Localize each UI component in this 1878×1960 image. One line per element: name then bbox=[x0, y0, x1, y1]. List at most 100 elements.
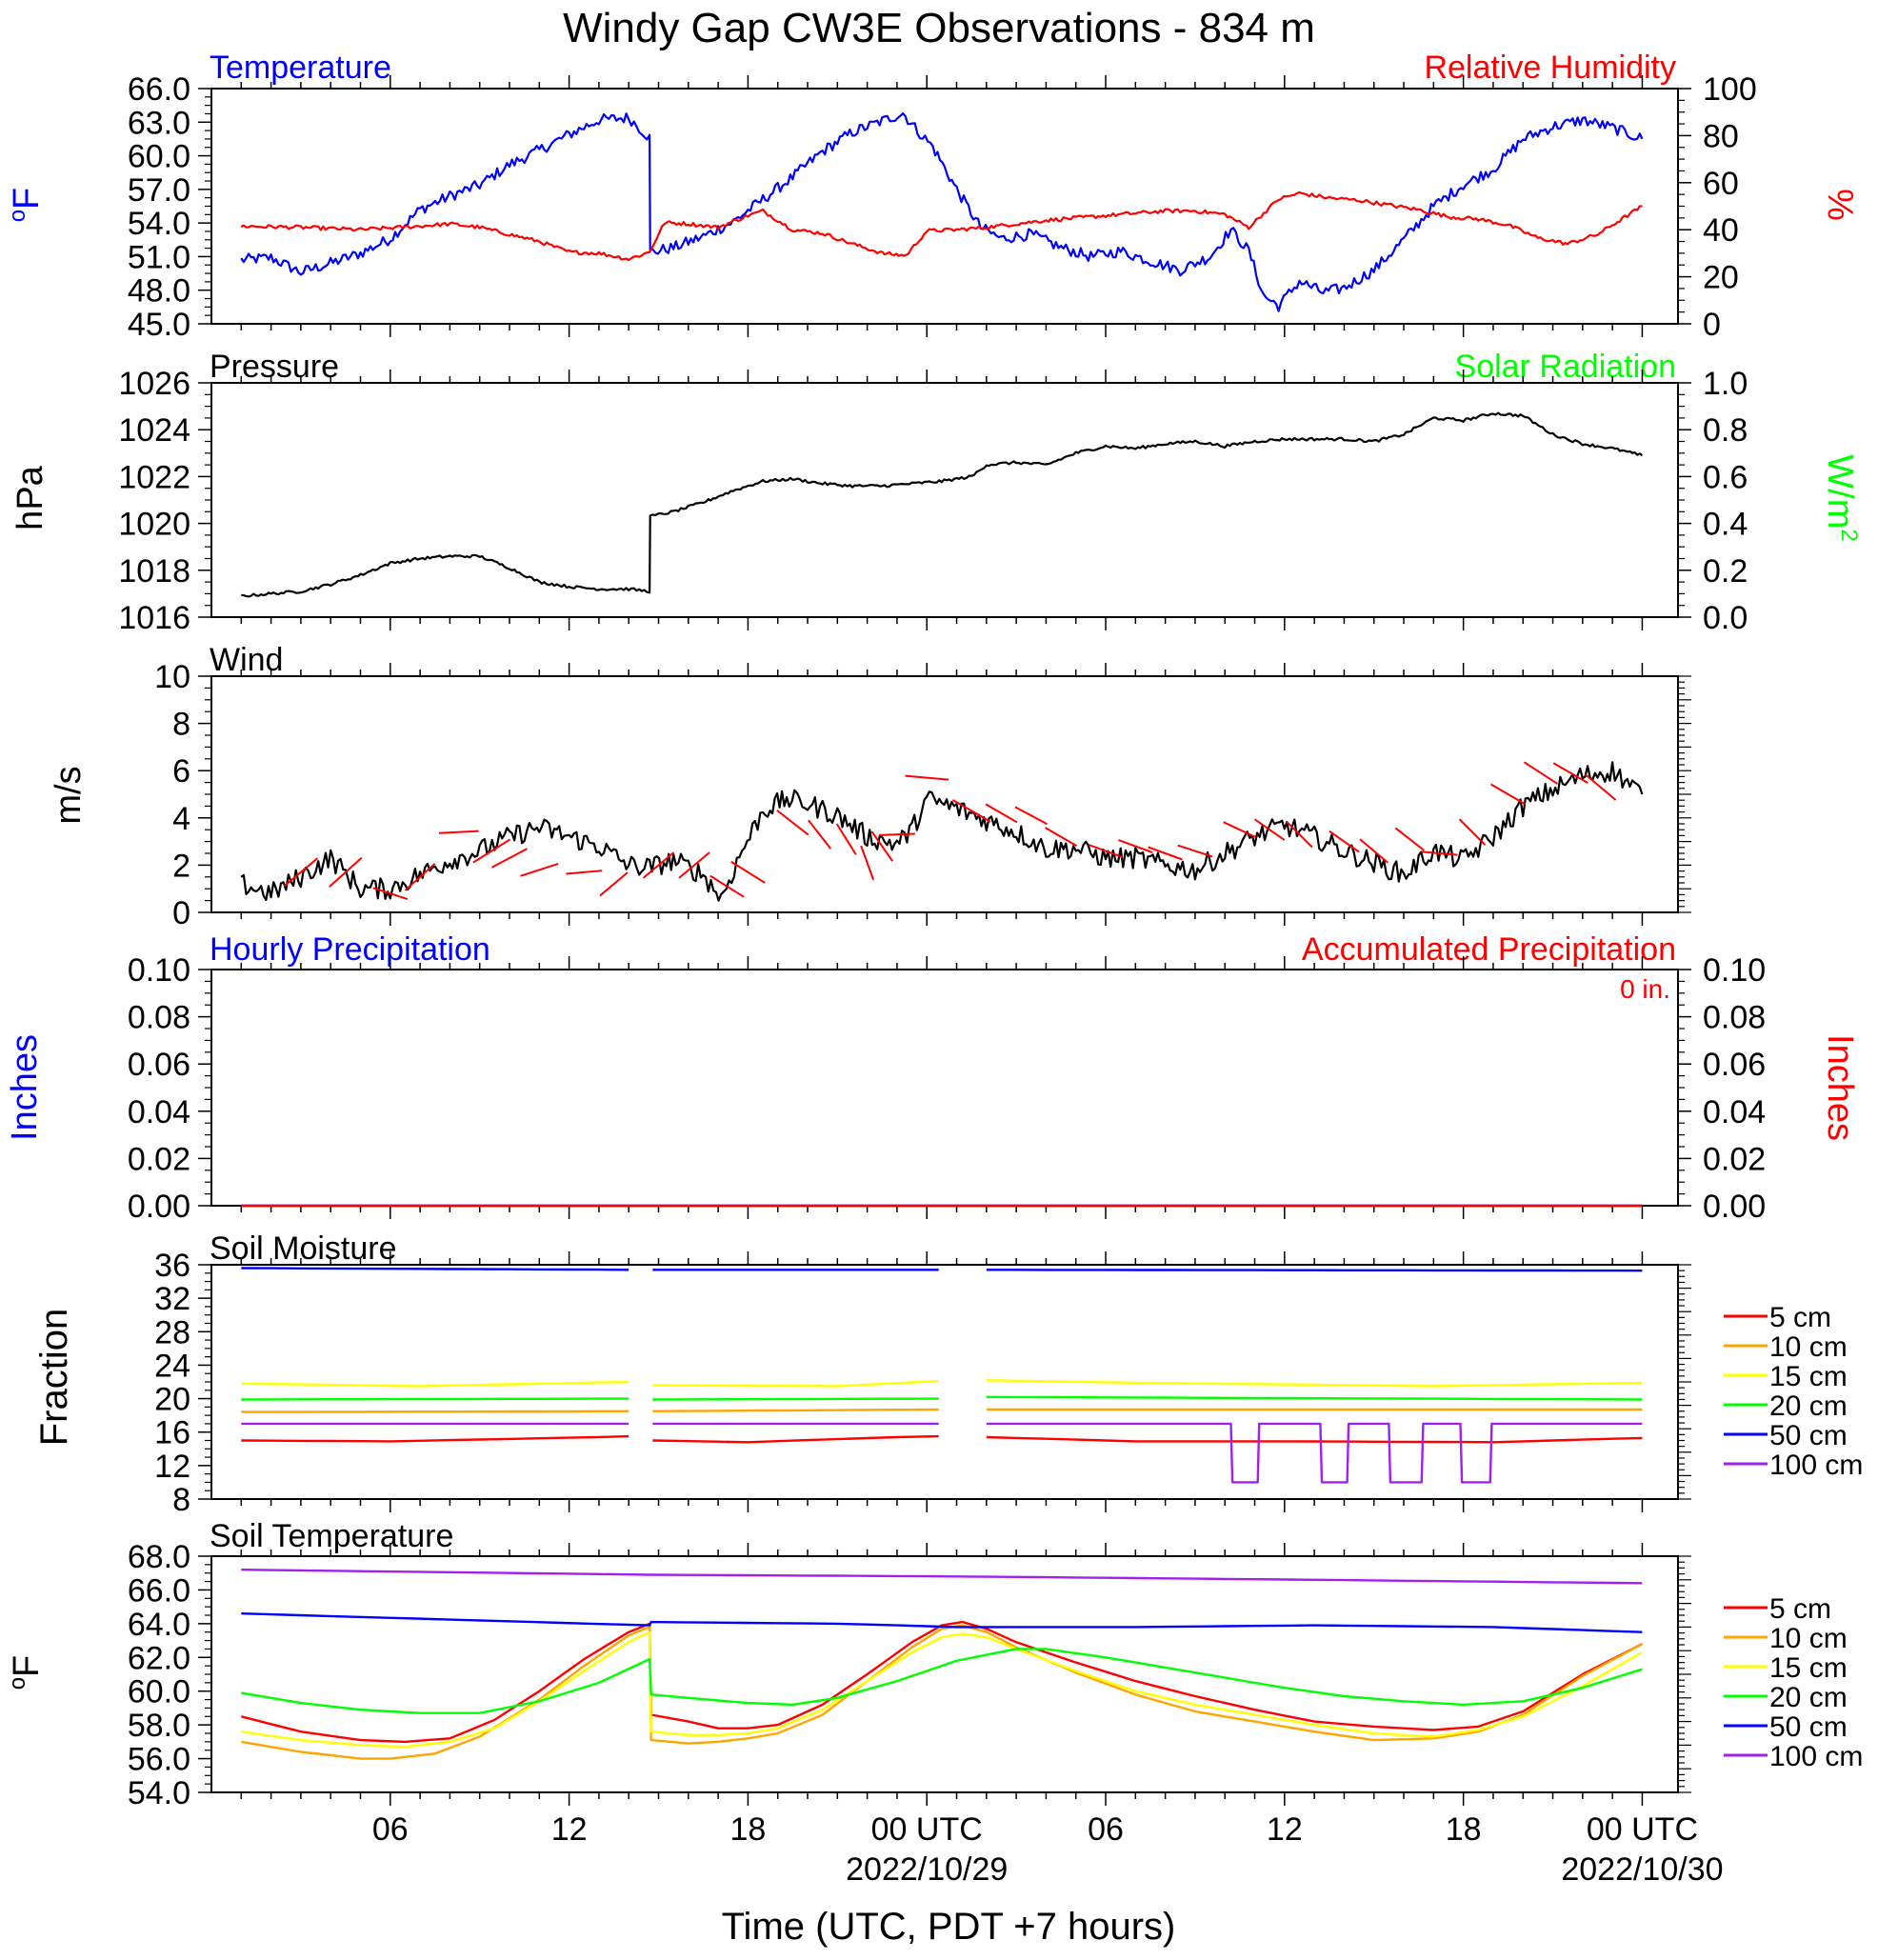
wind-barb bbox=[1014, 806, 1049, 826]
panel-title-wind: Wind bbox=[210, 642, 283, 678]
panel-pressure-solar: Pressure Solar Radiation hPa W/m2 101610… bbox=[10, 349, 1862, 636]
x-tick-label: 00 UTC bbox=[1587, 1811, 1698, 1848]
accumulated-total-label: 0 in. bbox=[1620, 974, 1670, 1004]
y-tick-label: 0.06 bbox=[128, 1047, 190, 1083]
wind-barb bbox=[566, 870, 603, 875]
ylabel-wind: m/s bbox=[49, 766, 89, 824]
wind-barb bbox=[1584, 773, 1617, 801]
wind-barb bbox=[1045, 827, 1078, 848]
y-right-tick-label: 100 bbox=[1703, 71, 1757, 108]
y-right-tick-label: 20 bbox=[1703, 260, 1739, 296]
y-tick-label: 32 bbox=[154, 1281, 190, 1317]
series-line bbox=[986, 1435, 1643, 1444]
legend-label: 50 cm bbox=[1769, 1711, 1848, 1743]
legend-label: 50 cm bbox=[1769, 1420, 1848, 1451]
ylabel-soil-moisture: Fraction bbox=[33, 1309, 75, 1447]
plot-frame bbox=[210, 1264, 1679, 1500]
legend-label: 15 cm bbox=[1769, 1361, 1848, 1392]
wind-barb bbox=[491, 848, 528, 869]
wind-barb bbox=[283, 857, 319, 888]
panel-title-solar-radiation: Solar Radiation bbox=[1455, 349, 1676, 385]
wind-barb bbox=[1286, 821, 1313, 849]
legend-label: 15 cm bbox=[1769, 1652, 1848, 1684]
series-15-cm bbox=[241, 1630, 1643, 1749]
wind-barb bbox=[372, 887, 409, 900]
y-tick-label: 0 bbox=[172, 895, 190, 931]
wind-barb bbox=[835, 823, 857, 855]
series-100-cm bbox=[241, 1569, 1643, 1585]
ylabel-degree-sign: o bbox=[5, 210, 30, 222]
series-line bbox=[986, 1422, 1643, 1484]
y-tick-label: 64.0 bbox=[128, 1607, 190, 1643]
wind-barb bbox=[808, 819, 832, 850]
y-right-tick-label: 1.0 bbox=[1703, 366, 1748, 402]
series-line bbox=[241, 1410, 629, 1413]
axes-precipitation: 0.00 0.02 0.04 0.06 0.08 0.10 0.00 0.02 0.04 0.06… bbox=[128, 952, 1766, 1225]
wind-barb bbox=[1421, 850, 1458, 856]
y-tick-label: 66.0 bbox=[128, 71, 190, 108]
plot-frame bbox=[210, 675, 1679, 913]
y-tick-label: 0.02 bbox=[128, 1141, 190, 1177]
ylabel-hourly-precip: Inches bbox=[5, 1034, 45, 1141]
plot-frame bbox=[210, 1555, 1679, 1793]
y-tick-label: 1020 bbox=[118, 507, 190, 543]
wind-barb bbox=[1458, 818, 1487, 846]
ylabel-solar-unit: W/m bbox=[1820, 454, 1860, 529]
panel-title-pressure: Pressure bbox=[210, 349, 339, 385]
y-tick-label: 2 bbox=[172, 848, 190, 884]
y-right-tick-label: 0.0 bbox=[1703, 600, 1748, 636]
series-20-cm bbox=[241, 1395, 1643, 1401]
wind-barb bbox=[730, 860, 766, 884]
series-line bbox=[986, 1395, 1643, 1401]
wind-barb bbox=[1088, 844, 1124, 858]
panel-wind: Wind m/s 0 2 4 6 8 10 bbox=[49, 642, 1691, 931]
wind-barb bbox=[599, 871, 629, 897]
wind-barb bbox=[1223, 821, 1257, 839]
y-right-tick-label: 0 bbox=[1703, 307, 1721, 343]
series-line bbox=[240, 190, 1643, 262]
y-tick-label: 0.00 bbox=[128, 1189, 190, 1225]
x-tick-label: 18 bbox=[1446, 1811, 1482, 1848]
ylabel-solar-exponent: 2 bbox=[1836, 529, 1862, 541]
x-tick-label: 18 bbox=[730, 1811, 767, 1848]
series-pressure bbox=[241, 411, 1644, 598]
wind-barb bbox=[1394, 827, 1425, 851]
y-right-tick-label: 60 bbox=[1703, 166, 1739, 202]
wind-barb bbox=[1254, 818, 1286, 841]
ylabel-solar: W/m2 bbox=[1820, 454, 1862, 541]
y-tick-label: 1026 bbox=[118, 366, 190, 402]
series-20-cm bbox=[241, 1648, 1643, 1714]
ylabel-soil-degree-sign: o bbox=[5, 1677, 30, 1690]
legend-label: 5 cm bbox=[1769, 1593, 1831, 1625]
wind-barb bbox=[329, 856, 363, 888]
series-line bbox=[652, 1379, 939, 1388]
ylabel-soil-temperature: oF bbox=[5, 1655, 47, 1690]
panel-title-accumulated-precipitation: Accumulated Precipitation bbox=[1302, 931, 1676, 968]
y-tick-label: 1016 bbox=[118, 600, 190, 636]
series-wind bbox=[240, 761, 1644, 902]
wind-barb bbox=[1177, 844, 1213, 858]
ylabel-accum-precip: Inches bbox=[1820, 1034, 1860, 1141]
series-line bbox=[241, 1434, 629, 1443]
panel-title-temperature: Temperature bbox=[210, 50, 391, 86]
legend-label: 100 cm bbox=[1769, 1741, 1863, 1772]
y-tick-label: 24 bbox=[154, 1348, 190, 1384]
wind-barb bbox=[870, 830, 893, 862]
series-15-cm bbox=[241, 1379, 1643, 1388]
y-right-tick-label: 0.8 bbox=[1703, 412, 1748, 449]
wind-barb bbox=[1552, 762, 1588, 784]
y-right-tick-label: 0.02 bbox=[1703, 1141, 1766, 1177]
y-tick-label: 54.0 bbox=[128, 1775, 190, 1811]
series-line bbox=[241, 1648, 1643, 1714]
wind-barb bbox=[985, 803, 1018, 824]
y-tick-label: 54.0 bbox=[128, 206, 190, 242]
x-tick-label: 12 bbox=[1267, 1811, 1303, 1848]
wind-barb bbox=[438, 830, 479, 834]
x-tick-label: 00 UTC bbox=[871, 1811, 983, 1848]
panel-title-hourly-precipitation: Hourly Precipitation bbox=[210, 931, 490, 968]
series-line bbox=[241, 1397, 629, 1401]
legend-label: 5 cm bbox=[1769, 1302, 1831, 1333]
wind-barb bbox=[1118, 839, 1153, 853]
